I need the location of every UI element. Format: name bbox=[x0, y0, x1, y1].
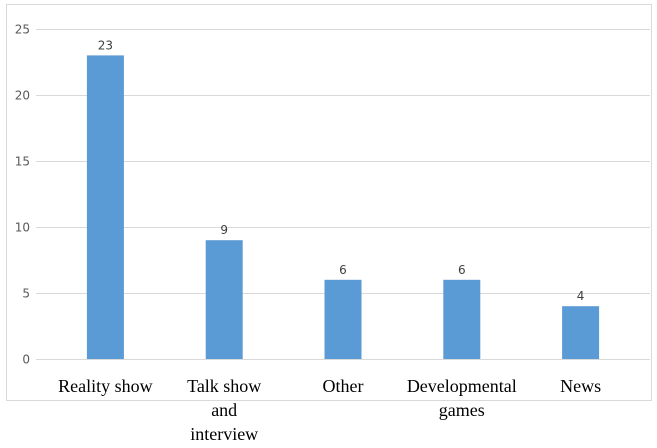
category-label-line: Reality show bbox=[58, 376, 153, 396]
category-label: Other bbox=[323, 376, 364, 396]
bar bbox=[562, 306, 600, 359]
y-axis-tick-labels: 0 5 10 15 20 25 bbox=[15, 23, 30, 367]
category-label: Reality show bbox=[58, 376, 153, 396]
category-label-line: Developmental bbox=[407, 376, 517, 396]
y-tick-label: 25 bbox=[15, 23, 30, 37]
category-label-line: games bbox=[439, 400, 485, 420]
y-tick-label: 15 bbox=[15, 155, 30, 169]
y-tick-label: 20 bbox=[15, 89, 30, 103]
data-label: 23 bbox=[98, 38, 113, 52]
gridlines bbox=[36, 29, 650, 360]
plot-frame bbox=[6, 4, 652, 401]
category-labels: Reality show Talk show and interview Other De… bbox=[58, 376, 601, 444]
bar bbox=[205, 240, 243, 359]
data-label: 9 bbox=[220, 223, 228, 237]
bar bbox=[324, 279, 362, 359]
category-label-line: interview bbox=[190, 424, 258, 444]
category-label-line: News bbox=[560, 376, 601, 396]
y-tick-label: 10 bbox=[15, 221, 30, 235]
category-label-line: and bbox=[211, 400, 237, 420]
bar bbox=[443, 279, 481, 359]
y-tick-label: 0 bbox=[22, 353, 30, 367]
bars bbox=[86, 55, 600, 360]
category-label: Talk show and interview bbox=[187, 376, 261, 444]
data-label: 6 bbox=[458, 263, 466, 277]
data-label: 6 bbox=[339, 263, 347, 277]
data-label: 4 bbox=[577, 289, 585, 303]
category-label: Developmental games bbox=[407, 376, 517, 420]
y-tick-label: 5 bbox=[22, 287, 30, 301]
category-label-line: Talk show bbox=[187, 376, 261, 396]
category-label-line: Other bbox=[323, 376, 364, 396]
data-labels: 23 9 6 6 4 bbox=[98, 38, 585, 303]
bar bbox=[86, 55, 124, 360]
category-label: News bbox=[560, 376, 601, 396]
